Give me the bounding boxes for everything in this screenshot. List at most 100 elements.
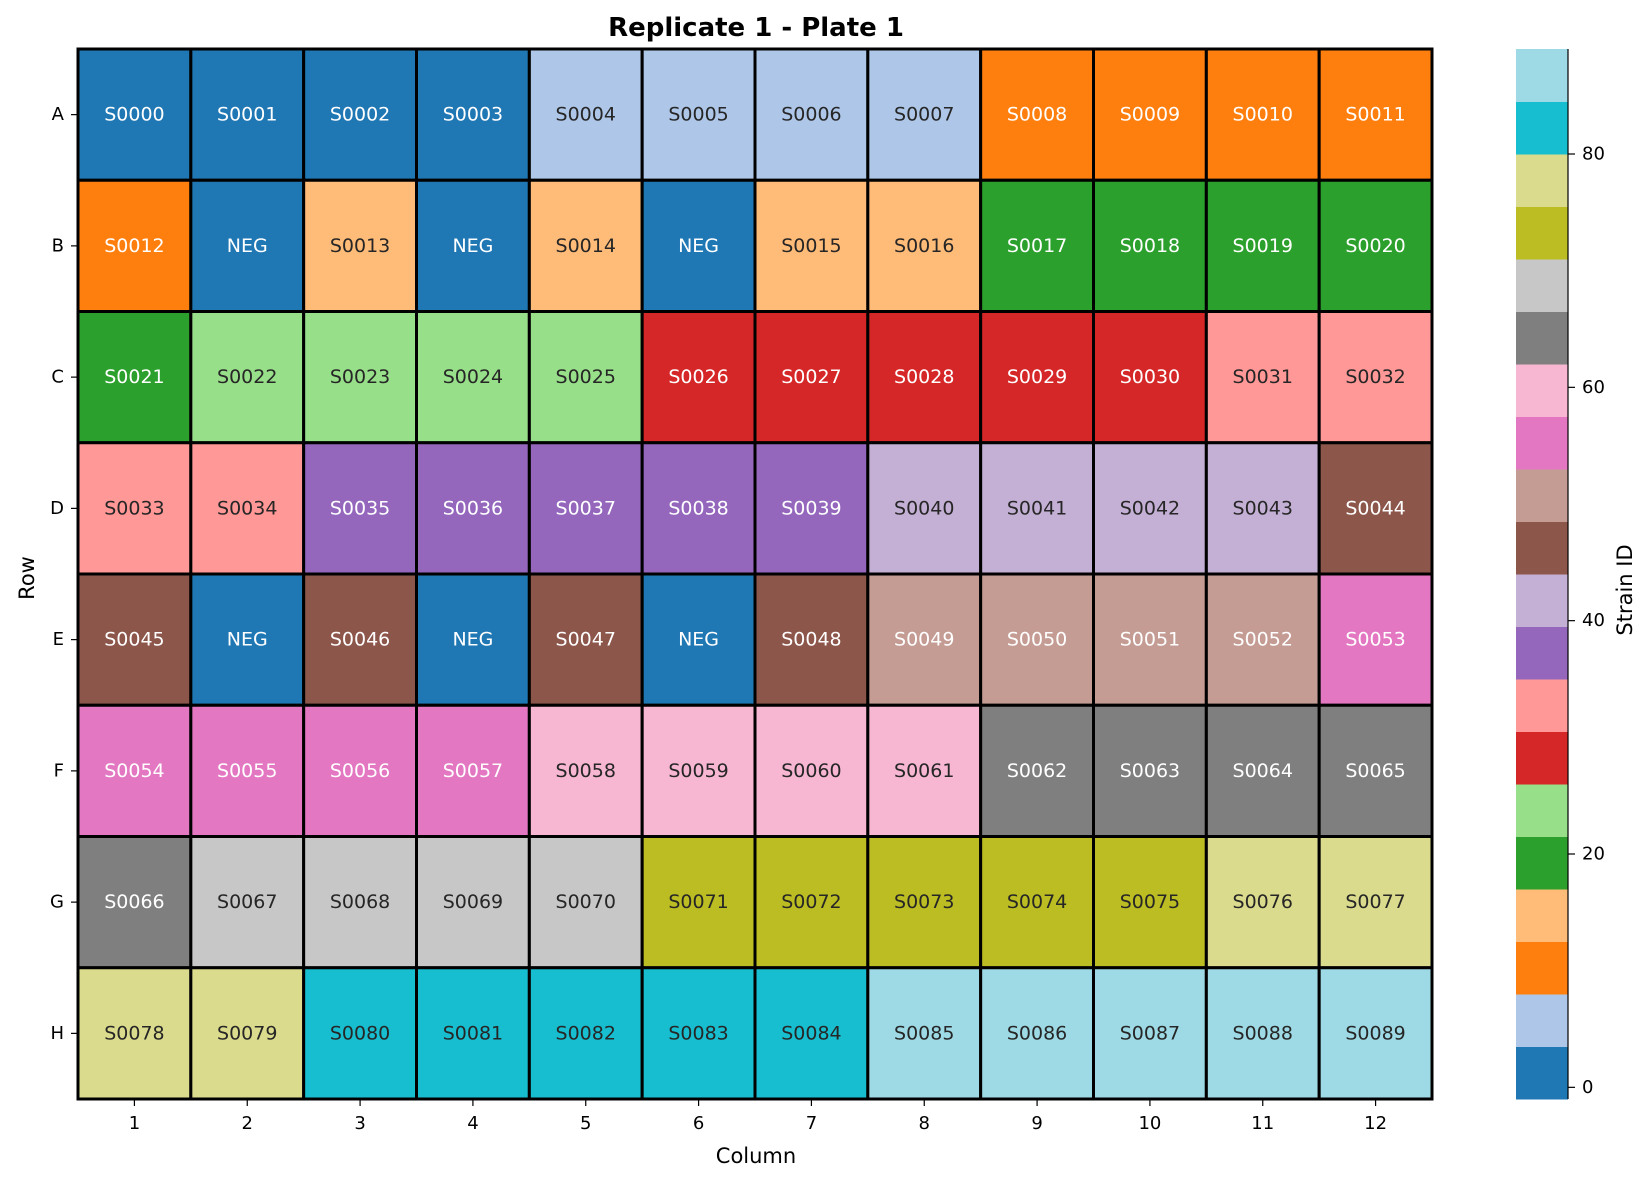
cell-label: S0019 — [1233, 235, 1293, 257]
heatmap-cell — [1204, 572, 1321, 707]
x-tick-label: 3 — [354, 1113, 365, 1134]
cell-label: S0050 — [1007, 629, 1067, 651]
cell-label: S0048 — [781, 629, 841, 651]
heatmap-cell — [1092, 178, 1208, 313]
colorbar-segment — [1516, 416, 1568, 470]
cell-label: S0025 — [556, 366, 616, 388]
cell-label: S0023 — [330, 366, 390, 388]
colorbar-segment — [1516, 626, 1568, 680]
y-tick-label: D — [50, 498, 64, 519]
colorbar-segment — [1516, 49, 1568, 102]
heatmap-cell — [527, 835, 644, 970]
cell-label: S0065 — [1345, 760, 1405, 782]
cell-label: S0009 — [1120, 104, 1180, 126]
cell-label: S0013 — [330, 235, 390, 257]
cell-label: S0075 — [1120, 891, 1180, 913]
cell-label: S0017 — [1007, 235, 1067, 257]
cell-label: S0037 — [556, 497, 616, 519]
x-tick-label: 9 — [1031, 1113, 1042, 1134]
heatmap-cell — [76, 441, 193, 576]
heatmap-cell — [1317, 441, 1434, 576]
heatmap-cell — [415, 310, 531, 445]
colorbar-tick-label: 20 — [1582, 844, 1605, 865]
colorbar-tick-label: 40 — [1582, 610, 1605, 631]
x-tick-label: 6 — [693, 1113, 704, 1134]
cell-label: S0051 — [1120, 629, 1180, 651]
x-tick-label: 11 — [1251, 1113, 1274, 1134]
heatmap-cell — [979, 441, 1096, 576]
cell-label: S0040 — [894, 497, 954, 519]
colorbar-segment — [1516, 364, 1568, 417]
cell-label: S0015 — [781, 235, 841, 257]
cell-label: S0014 — [556, 235, 616, 257]
cell-label: S0042 — [1120, 497, 1180, 519]
colorbar-segment — [1516, 784, 1568, 837]
heatmap-cell — [979, 835, 1096, 970]
colorbar-tick-label: 0 — [1582, 1077, 1593, 1098]
colorbar-segment — [1516, 1046, 1568, 1100]
heatmap-cell — [76, 835, 193, 970]
cell-label: S0012 — [104, 235, 164, 257]
cell-label: S0074 — [1007, 891, 1067, 913]
cell-label: S0004 — [556, 104, 616, 126]
heatmap-cell — [753, 178, 870, 313]
heatmap-cell — [76, 572, 193, 707]
heatmap-cell — [527, 572, 644, 707]
cell-label: S0072 — [781, 891, 841, 913]
cell-label: S0062 — [1007, 760, 1067, 782]
cell-label: NEG — [678, 235, 719, 257]
heatmap-cell — [1092, 835, 1208, 970]
heatmap-cell — [1317, 178, 1434, 313]
y-tick-label: B — [52, 235, 64, 256]
heatmap-cell — [1092, 703, 1208, 838]
colorbar-segment — [1516, 311, 1568, 365]
y-tick-label: H — [50, 1023, 64, 1044]
cell-label: S0067 — [217, 891, 277, 913]
x-tick-label: 2 — [242, 1113, 253, 1134]
cell-label: S0005 — [668, 104, 728, 126]
cell-label: S0003 — [443, 104, 503, 126]
x-tick-label: 8 — [919, 1113, 930, 1134]
cell-label: S0087 — [1120, 1022, 1180, 1044]
heatmap-cell — [640, 47, 757, 182]
y-tick-label: C — [51, 367, 64, 388]
colorbar: 0 20 40 60 80 — [1516, 49, 1605, 1100]
cell-label: S0045 — [104, 629, 164, 651]
y-tick-label: G — [50, 892, 64, 913]
heatmap-cell — [415, 966, 531, 1101]
cell-label: S0077 — [1345, 891, 1405, 913]
y-tick-label: E — [53, 629, 64, 650]
heatmap-cell — [302, 835, 418, 970]
heatmap-cell — [866, 47, 983, 182]
cell-label: S0044 — [1345, 497, 1405, 519]
cell-label: S0058 — [556, 760, 616, 782]
colorbar-tick-label: 60 — [1582, 377, 1605, 398]
y-tick-label: A — [52, 104, 65, 125]
colorbar-segment — [1516, 206, 1568, 260]
cell-label: S0071 — [668, 891, 728, 913]
cell-label: NEG — [227, 629, 268, 651]
cell-label: S0078 — [104, 1022, 164, 1044]
cell-label: S0027 — [781, 366, 841, 388]
heatmap-cell — [415, 441, 531, 576]
cell-label: S0088 — [1233, 1022, 1293, 1044]
colorbar-segment — [1516, 154, 1568, 207]
cell-label: S0089 — [1345, 1022, 1405, 1044]
heatmap-cell — [866, 572, 983, 707]
cell-label: NEG — [452, 629, 493, 651]
cell-label: S0016 — [894, 235, 954, 257]
heatmap-cell — [76, 703, 193, 838]
cell-label: S0064 — [1233, 760, 1293, 782]
cell-label: S0052 — [1233, 629, 1293, 651]
cell-label: S0057 — [443, 760, 503, 782]
cell-label: S0080 — [330, 1022, 390, 1044]
cell-label: S0034 — [217, 497, 277, 519]
heatmap-cell — [640, 572, 757, 707]
y-axis-label: Row — [15, 556, 39, 600]
heatmap-cell — [527, 178, 644, 313]
cell-label: S0000 — [104, 104, 164, 126]
heatmap-cell — [189, 835, 306, 970]
colorbar-label: Strain ID — [1613, 544, 1637, 635]
colorbar-segment — [1516, 521, 1568, 575]
